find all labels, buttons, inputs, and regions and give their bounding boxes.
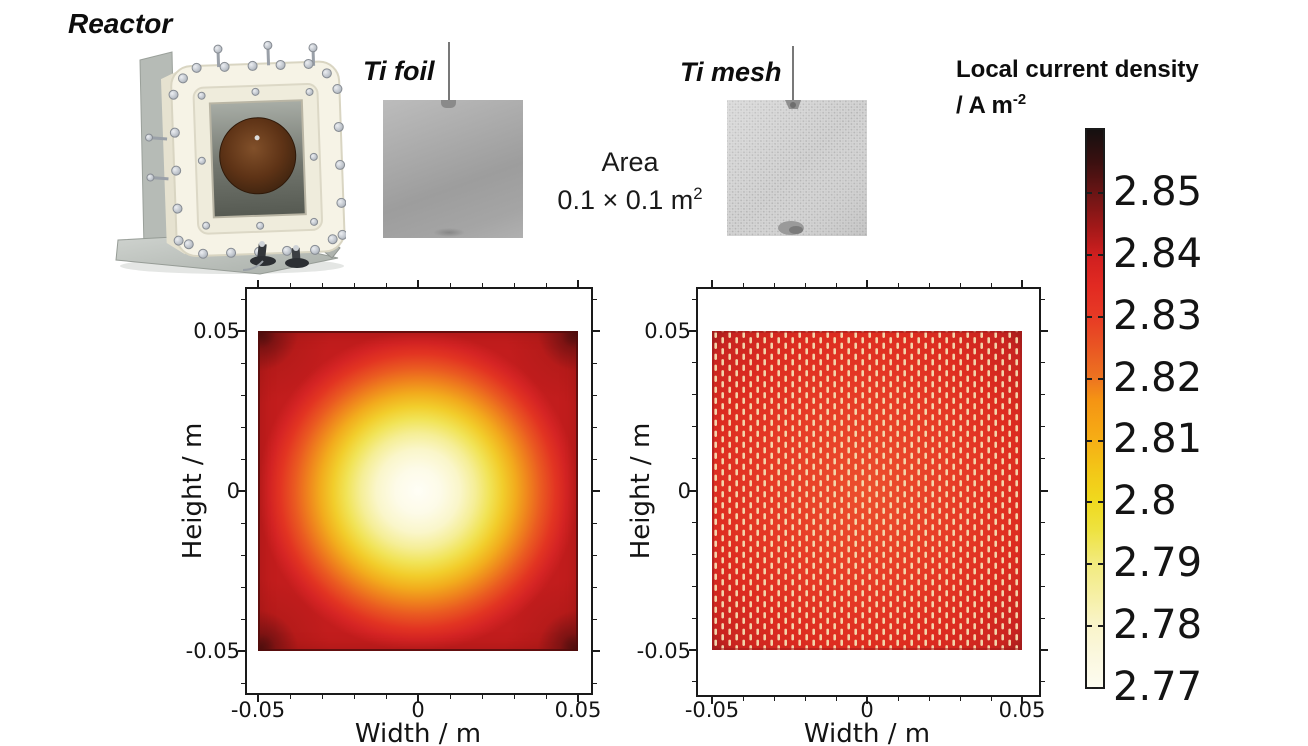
colorbar-tick-label: 2.8 (1113, 478, 1177, 524)
foil-x-axis-label: Width / m (354, 719, 482, 746)
ti-foil-label: Ti foil (363, 56, 435, 86)
x-tick-label: 0 (411, 698, 425, 722)
x-tick-label: -0.05 (684, 698, 740, 722)
colorbar-tick-label: 2.81 (1113, 416, 1203, 462)
colorbar (1085, 128, 1105, 689)
y-tick-label: -0.05 (636, 639, 691, 663)
y-tick-label: 0 (677, 479, 691, 503)
y-tick-label: 0.05 (644, 319, 691, 343)
mesh-heatmap-canvas (712, 331, 1022, 650)
y-tick-label: 0 (226, 479, 240, 503)
colorbar-tick-label: 2.83 (1113, 293, 1203, 339)
foil-plot-frame (245, 287, 593, 695)
colorbar-title-line1: Local current density (956, 56, 1199, 83)
reactor-photo (115, 40, 346, 275)
foil-y-axis-label: Height / m (178, 422, 208, 560)
reactor-electrode-disc (219, 117, 297, 195)
x-tick-label: 0.05 (998, 698, 1046, 722)
colorbar-tick-label: 2.78 (1113, 602, 1203, 648)
ti-mesh-label: Ti mesh (680, 57, 782, 87)
y-tick-label: -0.05 (185, 639, 240, 663)
x-tick-label: 0 (860, 698, 874, 722)
mesh-y-axis-label: Height / m (626, 422, 656, 560)
area-annotation: Area 0.1 × 0.1 m2 (535, 147, 725, 216)
x-tick-label: -0.05 (230, 698, 286, 722)
mesh-heatmap (712, 331, 1022, 650)
colorbar-title: Local current density / A m-2 (956, 55, 1236, 121)
mesh-x-axis-label: Width / m (803, 719, 931, 746)
reactor-body (145, 40, 346, 259)
ti-foil-pointer-line (448, 42, 450, 100)
foil-smudge-mark (433, 228, 465, 237)
x-tick-label: 0.05 (554, 698, 602, 722)
ti-mesh-image (727, 100, 867, 236)
colorbar-tick-label: 2.79 (1113, 540, 1203, 586)
colorbar-tick-label: 2.85 (1113, 169, 1203, 215)
ti-mesh-pointer-line (792, 46, 794, 102)
foil-clip-mark (441, 100, 456, 108)
reactor-valves (242, 241, 309, 271)
mesh-plot-frame (696, 287, 1041, 697)
area-line1: Area (601, 147, 659, 177)
colorbar-title-line2: / A m-2 (956, 92, 1027, 119)
colorbar-tick-label: 2.82 (1113, 355, 1203, 401)
ti-foil-image (383, 100, 523, 238)
colorbar-tick-label: 2.77 (1113, 664, 1203, 710)
y-tick-label: 0.05 (193, 319, 240, 343)
colorbar-tick-label: 2.84 (1113, 231, 1203, 277)
foil-heatmap (258, 331, 578, 651)
area-line2: 0.1 × 0.1 m2 (557, 184, 703, 215)
reactor-label: Reactor (68, 8, 173, 39)
